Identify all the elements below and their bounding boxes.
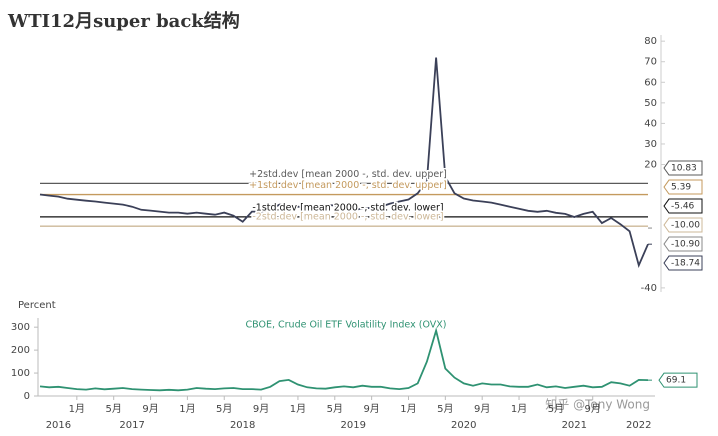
year-label: 2018: [230, 420, 255, 431]
year-label: 2017: [119, 420, 144, 431]
x-tick-label: 9月: [474, 403, 490, 415]
x-tick-label: 5月: [548, 403, 564, 415]
panel-title: CBOE, Crude Oil ETF Volatility Index (OV…: [246, 320, 447, 331]
y-axis-label: Percent: [18, 300, 56, 311]
year-label: 2016: [46, 420, 71, 431]
x-tick-label: 1月: [179, 403, 195, 415]
value-tag: [663, 198, 703, 214]
x-tick-label: 5月: [216, 403, 232, 415]
x-tick-label: 1月: [511, 403, 527, 415]
reference-label: +2std.dev [mean 2000 -, std. dev. upper]: [249, 169, 447, 180]
value-tag: [663, 236, 703, 252]
year-label: 2019: [340, 420, 365, 431]
value-tag-label: 10.83: [671, 164, 697, 174]
value-tag: [663, 217, 703, 233]
y-tick-label: 50: [644, 98, 657, 109]
year-label: 2020: [451, 420, 476, 431]
value-tag-label: -10.90: [671, 240, 700, 250]
y-tick-label: 70: [644, 57, 657, 68]
value-tag-label: -5.46: [671, 202, 695, 212]
value-tag: [663, 160, 703, 176]
x-tick-label: 1月: [400, 403, 416, 415]
reference-label: -2std.dev [mean 2000 -, std. dev. lower]: [252, 212, 443, 223]
reference-label: -1std.dev [mean 2000 -, std. dev. lower]: [252, 202, 443, 213]
y-tick-label: 60: [644, 77, 657, 88]
y-tick-label: 100: [11, 368, 30, 379]
x-tick-label: 9月: [363, 403, 379, 415]
data-line: [39, 57, 649, 269]
y-tick-label: 40: [644, 118, 657, 129]
value-tag: [663, 179, 703, 195]
year-label: 2021: [562, 420, 587, 431]
y-tick-label: 300: [11, 322, 30, 333]
x-tick-label: 5月: [437, 403, 453, 415]
y-tick-label: 80: [644, 36, 657, 47]
value-tag: [658, 372, 698, 388]
value-tag-label: 69.1: [666, 376, 686, 386]
x-tick-label: 1月: [290, 403, 306, 415]
value-tag: [663, 255, 703, 271]
value-tag-label: 5.39: [671, 183, 691, 193]
y-tick-label: 30: [644, 139, 657, 150]
value-tag-label: -10.00: [671, 221, 700, 231]
year-label: 2022: [626, 420, 651, 431]
data-line: [39, 327, 649, 392]
x-tick-label: 5月: [327, 403, 343, 415]
value-tag-label: -18.74: [671, 259, 700, 269]
y-tick-label: 20: [644, 160, 657, 171]
y-tick-label: 0: [24, 391, 30, 402]
x-tick-label: 1月: [69, 403, 85, 415]
y-tick-label: 200: [11, 345, 30, 356]
x-tick-label: 5月: [106, 403, 122, 415]
watermark: 知乎 @Tony Wong: [545, 398, 650, 412]
x-tick-label: 9月: [142, 403, 158, 415]
x-tick-label: 9月: [253, 403, 269, 415]
chart-title: WTI12月super back结构: [7, 10, 240, 32]
x-tick-label: 9月: [585, 403, 601, 415]
reference-label: +1std.dev [mean 2000 -, std. dev. upper]: [249, 180, 447, 191]
y-tick-label: -40: [641, 283, 657, 294]
